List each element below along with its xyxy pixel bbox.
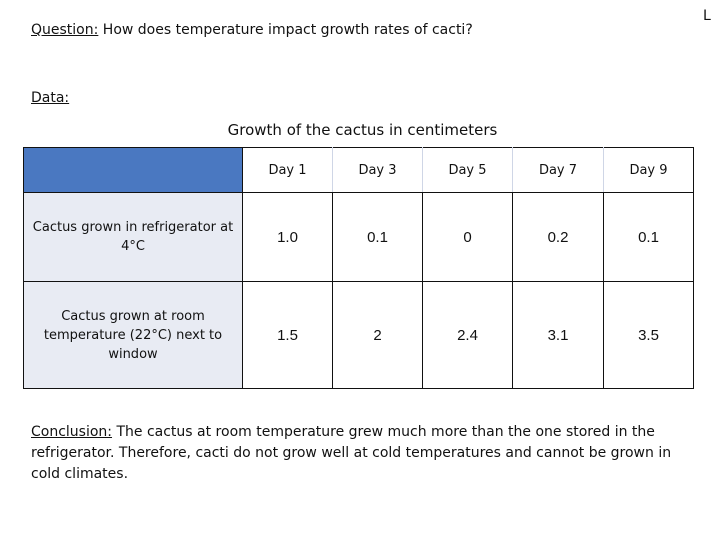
header-day-3: Day 3 xyxy=(332,147,423,193)
table-cell: 2.4 xyxy=(422,281,513,389)
table-title: Growth of the cactus in centimeters xyxy=(227,121,498,139)
data-label: Data: xyxy=(31,90,70,106)
table-row: Cactus grown at room temperature (22°C) … xyxy=(23,281,694,389)
table-cell: 1.0 xyxy=(242,192,333,282)
table-cell: 3.5 xyxy=(603,281,694,389)
corner-mark: L xyxy=(703,8,711,24)
header-day-5: Day 5 xyxy=(422,147,513,193)
table-cell: 0.1 xyxy=(603,192,694,282)
table-cell: 0 xyxy=(422,192,513,282)
question-line: Question: How does temperature impact gr… xyxy=(31,22,473,38)
question-label: Question: xyxy=(31,22,99,38)
header-corner-cell xyxy=(23,147,243,193)
table-cell: 3.1 xyxy=(512,281,604,389)
table-cell: 2 xyxy=(332,281,423,389)
conclusion-label: Conclusion: xyxy=(31,424,113,440)
conclusion-paragraph: Conclusion: The cactus at room temperatu… xyxy=(31,422,695,485)
row-label-room-temperature: Cactus grown at room temperature (22°C) … xyxy=(23,281,243,389)
header-day-9: Day 9 xyxy=(603,147,694,193)
conclusion-text: The cactus at room temperature grew much… xyxy=(31,424,672,482)
question-text: How does temperature impact growth rates… xyxy=(102,22,473,38)
growth-table: Day 1 Day 3 Day 5 Day 7 Day 9 Cactus gro… xyxy=(23,147,694,389)
header-day-7: Day 7 xyxy=(512,147,604,193)
table-cell: 0.2 xyxy=(512,192,604,282)
table-row: Cactus grown in refrigerator at 4°C 1.0 … xyxy=(23,192,694,282)
table-cell: 1.5 xyxy=(242,281,333,389)
header-day-1: Day 1 xyxy=(242,147,333,193)
table-header-row: Day 1 Day 3 Day 5 Day 7 Day 9 xyxy=(23,147,694,193)
row-label-refrigerator: Cactus grown in refrigerator at 4°C xyxy=(23,192,243,282)
table-cell: 0.1 xyxy=(332,192,423,282)
